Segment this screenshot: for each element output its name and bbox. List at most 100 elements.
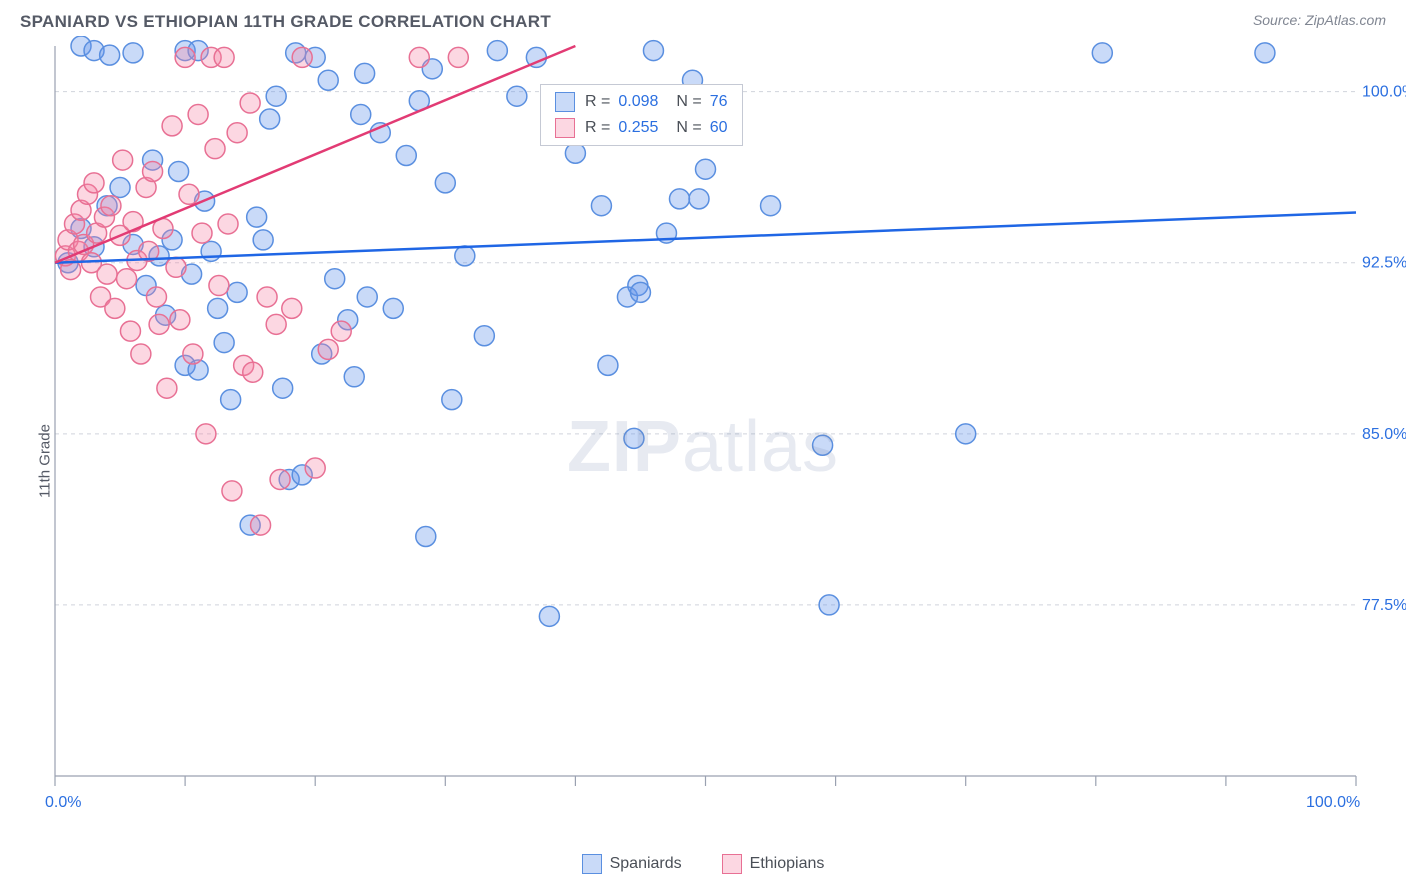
data-point-ethiopians <box>131 344 151 364</box>
data-point-ethiopians <box>123 212 143 232</box>
chart-title: SPANIARD VS ETHIOPIAN 11TH GRADE CORRELA… <box>20 12 551 32</box>
data-point-ethiopians <box>205 139 225 159</box>
data-point-spaniards <box>813 435 833 455</box>
data-point-ethiopians <box>105 298 125 318</box>
data-point-spaniards <box>696 159 716 179</box>
data-point-ethiopians <box>318 339 338 359</box>
y-tick-label: 100.0% <box>1362 84 1406 101</box>
chart-header: SPANIARD VS ETHIOPIAN 11TH GRADE CORRELA… <box>0 0 1406 36</box>
data-point-spaniards <box>351 104 371 124</box>
data-point-ethiopians <box>251 515 271 535</box>
data-point-spaniards <box>1092 43 1112 63</box>
data-point-spaniards <box>214 333 234 353</box>
data-point-spaniards <box>435 173 455 193</box>
data-point-ethiopians <box>117 269 137 289</box>
y-axis-label: 11th Grade <box>36 424 53 498</box>
data-point-spaniards <box>669 189 689 209</box>
data-point-spaniards <box>344 367 364 387</box>
data-point-ethiopians <box>170 310 190 330</box>
data-point-ethiopians <box>143 161 163 181</box>
chart-area: 11th Grade ZIPatlas 77.5%85.0%92.5%100.0… <box>0 36 1406 886</box>
data-point-ethiopians <box>97 264 117 284</box>
data-point-spaniards <box>598 355 618 375</box>
y-tick-label: 85.0% <box>1362 426 1406 443</box>
swatch-ethiopians <box>722 854 742 874</box>
data-point-spaniards <box>455 246 475 266</box>
data-point-ethiopians <box>101 196 121 216</box>
stats-row-ethiopians: R = 0.255N = 60 <box>541 115 742 141</box>
data-point-ethiopians <box>409 47 429 67</box>
data-point-spaniards <box>221 390 241 410</box>
data-point-spaniards <box>273 378 293 398</box>
legend-item-ethiopians: Ethiopians <box>722 854 825 874</box>
data-point-spaniards <box>565 143 585 163</box>
data-point-spaniards <box>100 45 120 65</box>
data-point-spaniards <box>539 606 559 626</box>
data-point-ethiopians <box>179 184 199 204</box>
data-point-ethiopians <box>282 298 302 318</box>
data-point-spaniards <box>357 287 377 307</box>
data-point-ethiopians <box>120 321 140 341</box>
data-point-ethiopians <box>146 287 166 307</box>
trend-line-ethiopians <box>55 46 575 263</box>
data-point-spaniards <box>227 282 247 302</box>
data-point-ethiopians <box>157 378 177 398</box>
data-point-spaniards <box>208 298 228 318</box>
swatch-ethiopians <box>555 118 575 138</box>
data-point-ethiopians <box>183 344 203 364</box>
data-point-spaniards <box>624 428 644 448</box>
data-point-spaniards <box>416 526 436 546</box>
data-point-spaniards <box>247 207 267 227</box>
data-point-ethiopians <box>240 93 260 113</box>
data-point-spaniards <box>474 326 494 346</box>
data-point-spaniards <box>819 595 839 615</box>
data-point-spaniards <box>260 109 280 129</box>
data-point-ethiopians <box>149 314 169 334</box>
data-point-ethiopians <box>270 469 290 489</box>
data-point-ethiopians <box>196 424 216 444</box>
data-point-ethiopians <box>257 287 277 307</box>
data-point-ethiopians <box>243 362 263 382</box>
data-point-ethiopians <box>266 314 286 334</box>
data-point-ethiopians <box>222 481 242 501</box>
data-point-spaniards <box>325 269 345 289</box>
data-point-spaniards <box>123 43 143 63</box>
data-point-spaniards <box>507 86 527 106</box>
legend-item-spaniards: Spaniards <box>582 854 682 874</box>
x-axis-max-label: 100.0% <box>1306 794 1360 812</box>
stats-legend: R = 0.098N = 76R = 0.255N = 60 <box>540 84 743 146</box>
data-point-ethiopians <box>218 214 238 234</box>
data-point-ethiopians <box>166 257 186 277</box>
data-point-ethiopians <box>331 321 351 341</box>
chart-source: Source: ZipAtlas.com <box>1253 12 1386 32</box>
data-point-ethiopians <box>113 150 133 170</box>
data-point-spaniards <box>169 161 189 181</box>
data-point-ethiopians <box>162 116 182 136</box>
data-point-ethiopians <box>292 47 312 67</box>
swatch-spaniards <box>555 92 575 112</box>
data-point-spaniards <box>630 282 650 302</box>
stats-row-spaniards: R = 0.098N = 76 <box>541 89 742 115</box>
data-point-spaniards <box>201 241 221 261</box>
y-tick-label: 77.5% <box>1362 597 1406 614</box>
y-tick-label: 92.5% <box>1362 255 1406 272</box>
data-point-ethiopians <box>188 104 208 124</box>
data-point-ethiopians <box>227 123 247 143</box>
data-point-spaniards <box>591 196 611 216</box>
swatch-spaniards <box>582 854 602 874</box>
data-point-spaniards <box>318 70 338 90</box>
data-point-spaniards <box>253 230 273 250</box>
data-point-spaniards <box>761 196 781 216</box>
series-legend: Spaniards Ethiopians <box>0 854 1406 874</box>
data-point-spaniards <box>487 41 507 61</box>
data-point-ethiopians <box>84 173 104 193</box>
data-point-spaniards <box>396 146 416 166</box>
scatter-plot: 77.5% 85.0% 92.5% 100.0% <box>0 36 1406 836</box>
data-point-spaniards <box>110 177 130 197</box>
data-point-spaniards <box>956 424 976 444</box>
data-point-ethiopians <box>305 458 325 478</box>
data-point-ethiopians <box>448 47 468 67</box>
data-point-ethiopians <box>214 47 234 67</box>
data-point-spaniards <box>442 390 462 410</box>
data-point-spaniards <box>643 41 663 61</box>
